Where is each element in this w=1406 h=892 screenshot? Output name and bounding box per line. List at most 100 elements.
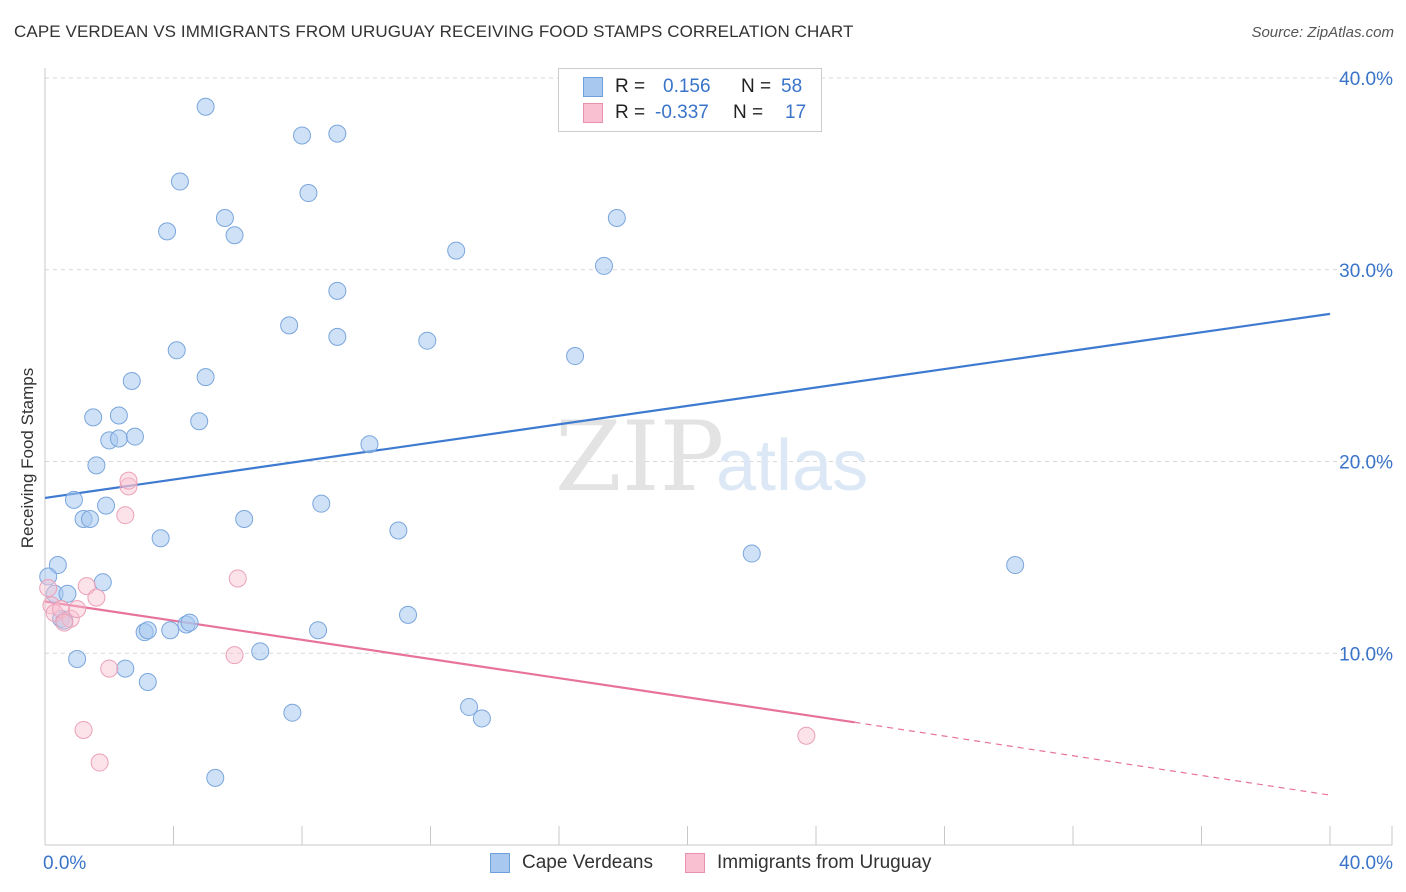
- point-cape-verdean: [151, 529, 170, 548]
- point-cape-verdean: [399, 605, 418, 624]
- point-cape-verdean: [170, 172, 189, 191]
- legend-swatch-pink: [685, 853, 705, 873]
- legend-item-cape-verdeans: Cape Verdeans: [490, 852, 653, 874]
- point-cape-verdean: [328, 327, 347, 346]
- point-uruguay: [228, 569, 247, 588]
- legend-swatch-blue: [583, 77, 603, 97]
- point-cape-verdean: [447, 241, 466, 260]
- y-tick-label: 30.0%: [1339, 261, 1393, 282]
- point-cape-verdean: [116, 659, 135, 678]
- legend-r-label: R =: [615, 102, 646, 123]
- point-uruguay: [100, 659, 119, 678]
- y-tick-label: 40.0%: [1339, 69, 1393, 90]
- point-cape-verdean: [161, 621, 180, 640]
- point-cape-verdean: [1006, 556, 1025, 575]
- point-cape-verdean: [251, 642, 270, 661]
- point-cape-verdean: [80, 510, 99, 529]
- point-cape-verdean: [109, 406, 128, 425]
- point-uruguay: [225, 646, 244, 665]
- point-cape-verdean: [418, 331, 437, 350]
- legend-swatch-blue: [490, 853, 510, 873]
- point-cape-verdean: [215, 208, 234, 227]
- point-cape-verdean: [594, 256, 613, 275]
- grid-lines: [45, 77, 1392, 654]
- point-cape-verdean: [206, 768, 225, 787]
- point-uruguay: [87, 588, 106, 607]
- point-cape-verdean: [167, 341, 186, 360]
- y-tick-label: 20.0%: [1339, 453, 1393, 474]
- y-axis-label: Receiving Food Stamps: [18, 367, 37, 549]
- point-cape-verdean: [68, 650, 87, 669]
- point-cape-verdean: [360, 435, 379, 454]
- point-cape-verdean: [190, 412, 209, 431]
- trend-line-cape-verdeans: [44, 312, 1331, 500]
- point-cape-verdean: [58, 584, 77, 603]
- legend-r-value: 0.156: [663, 76, 711, 97]
- point-cape-verdean: [309, 621, 328, 640]
- legend-r-label: R =: [615, 76, 646, 97]
- series-legend: Cape Verdeans Immigrants from Uruguay: [490, 852, 963, 874]
- trend-lines: [44, 312, 1331, 796]
- point-uruguay: [119, 477, 138, 496]
- chart-title: CAPE VERDEAN VS IMMIGRANTS FROM URUGUAY …: [14, 22, 854, 41]
- point-cape-verdean: [280, 316, 299, 335]
- point-cape-verdean: [742, 544, 761, 563]
- point-uruguay: [55, 613, 74, 632]
- watermark-zip: ZIP: [555, 401, 724, 513]
- point-cape-verdean: [138, 621, 157, 640]
- point-cape-verdean: [64, 490, 83, 509]
- point-cape-verdean: [312, 494, 331, 513]
- point-uruguay: [90, 753, 109, 772]
- point-cape-verdean: [48, 556, 67, 575]
- point-cape-verdean: [93, 573, 112, 592]
- point-cape-verdean: [158, 222, 177, 241]
- legend-n-label: N =: [741, 76, 772, 97]
- source-label: Source: ZipAtlas.com: [1251, 24, 1394, 41]
- point-cape-verdean: [293, 126, 311, 145]
- data-points: [39, 97, 1025, 787]
- point-uruguay: [119, 471, 138, 490]
- point-cape-verdean: [328, 124, 347, 143]
- legend-n-label: N =: [733, 102, 764, 123]
- point-cape-verdean: [196, 368, 215, 387]
- legend-label: Cape Verdeans: [522, 852, 653, 873]
- point-cape-verdean: [389, 521, 408, 540]
- point-cape-verdean: [125, 427, 144, 446]
- point-cape-verdean: [460, 697, 479, 716]
- y-tick-label: 10.0%: [1339, 644, 1393, 665]
- axes: [44, 68, 1393, 846]
- x-tick-label: 0.0%: [43, 853, 86, 874]
- legend-r-value: -0.337: [655, 102, 709, 123]
- point-cape-verdean: [180, 613, 199, 632]
- point-cape-verdean: [84, 408, 103, 427]
- point-cape-verdean: [225, 226, 244, 245]
- legend-item-uruguay: Immigrants from Uruguay: [685, 852, 931, 874]
- point-cape-verdean: [235, 510, 254, 529]
- legend-n-value: 17: [785, 102, 807, 123]
- point-cape-verdean: [109, 429, 128, 448]
- point-cape-verdean: [566, 347, 585, 366]
- point-uruguay: [68, 600, 87, 619]
- point-cape-verdean: [472, 709, 491, 728]
- legend-label: Immigrants from Uruguay: [717, 852, 932, 873]
- x-tick-label: 40.0%: [1339, 853, 1393, 874]
- point-uruguay: [39, 579, 58, 598]
- point-uruguay: [797, 726, 816, 745]
- point-uruguay: [77, 577, 96, 596]
- legend-row-cape-verdeans: R = 0.156 N = 58: [583, 75, 802, 99]
- tick-labels: 10.0% 20.0% 30.0% 40.0% 0.0% 40.0%: [43, 69, 1393, 874]
- correlation-legend: R = 0.156 N = 58 R = -0.337 N = 17: [558, 68, 822, 132]
- point-cape-verdean: [196, 97, 215, 116]
- point-cape-verdean: [328, 281, 347, 300]
- point-cape-verdean: [122, 371, 141, 390]
- point-cape-verdean: [138, 673, 157, 692]
- point-uruguay: [116, 506, 135, 525]
- point-uruguay: [52, 600, 71, 619]
- trend-line-uruguay: [44, 600, 855, 724]
- legend-row-uruguay: R = -0.337 N = 17: [583, 101, 806, 125]
- point-cape-verdean: [97, 496, 116, 515]
- point-cape-verdean: [283, 703, 302, 722]
- legend-swatch-pink: [583, 103, 603, 123]
